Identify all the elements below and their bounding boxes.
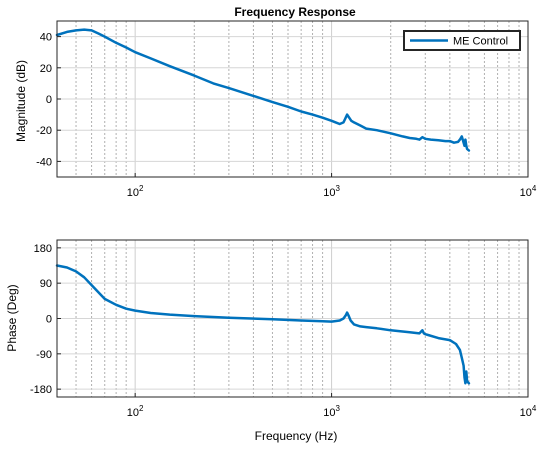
x-tick-label: 104: [520, 404, 537, 419]
y-tick-label: -180: [30, 384, 52, 396]
y-tick-label: 180: [34, 243, 52, 255]
legend-entry: ME Control: [453, 36, 508, 48]
y-tick-label: -20: [36, 125, 52, 137]
x-tick-label: 103: [323, 404, 340, 419]
y-tick-label: -90: [36, 349, 52, 361]
x-tick-label: 104: [520, 184, 537, 199]
axes-box: [56, 20, 529, 178]
y-tick-label: 40: [40, 32, 52, 44]
x-tick-label: 102: [127, 404, 144, 419]
x-tick-label: 102: [127, 184, 144, 199]
series-line-me-control: [55, 28, 471, 152]
magnitude-y-axis-label: Magnitude (dB): [14, 60, 28, 142]
phase-plot: -180 -90 0 90 180 102 103 104: [30, 239, 537, 419]
y-tick-label: 90: [40, 278, 52, 290]
phase-x-axis-label: Frequency (Hz): [255, 429, 338, 443]
series-line-me-control: [55, 264, 471, 385]
y-tick-label: 20: [40, 63, 52, 75]
y-tick-label: -40: [36, 156, 52, 168]
y-tick-label: 0: [46, 94, 52, 106]
legend-box: [403, 30, 521, 51]
x-tick-label: 103: [323, 184, 340, 199]
axes-box: [56, 239, 529, 398]
phase-y-axis-label: Phase (Deg): [5, 284, 19, 351]
legend: ME Control: [403, 30, 521, 51]
y-tick-label: 0: [46, 314, 52, 326]
magnitude-chart-title: Frequency Response: [234, 5, 356, 19]
